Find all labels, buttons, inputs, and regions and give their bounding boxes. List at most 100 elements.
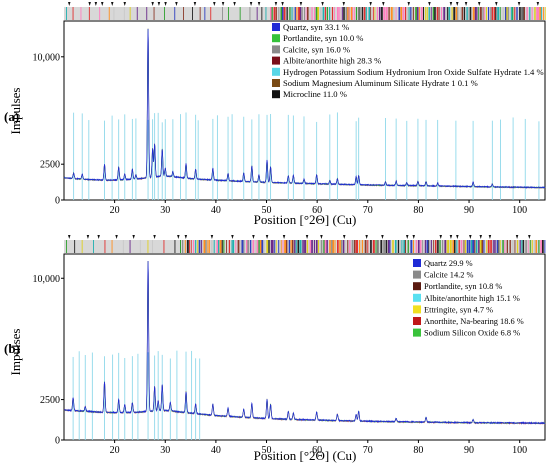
phase-stripe	[376, 7, 379, 20]
phase-stripe	[241, 240, 244, 253]
phase-marker	[412, 235, 415, 239]
phase-stripe	[226, 240, 227, 253]
phase-stripe	[295, 240, 297, 253]
phase-marker	[517, 2, 521, 6]
phase-marker	[101, 2, 104, 6]
legend-label: Quartz 29.9 %	[424, 259, 473, 268]
y-tick-label: 0	[55, 196, 60, 207]
phase-stripe	[388, 7, 390, 20]
phase-stripe	[204, 7, 206, 20]
phase-stripe	[407, 240, 409, 253]
phase-stripe	[478, 240, 480, 253]
x-tick-label: 50	[262, 205, 272, 216]
phase-stripe	[326, 240, 328, 253]
phase-stripe	[455, 7, 458, 20]
phase-stripe	[511, 240, 514, 253]
phase-stripe	[420, 7, 423, 20]
phase-stripe	[487, 240, 490, 253]
x-tick-label: 60	[312, 205, 322, 216]
phase-stripe	[290, 240, 292, 253]
phase-stripe	[294, 240, 296, 253]
phase-marker	[274, 2, 278, 6]
phase-stripe	[490, 240, 492, 253]
phase-stripe	[483, 7, 485, 20]
phase-stripe	[66, 240, 67, 253]
phase-stripe	[442, 240, 444, 253]
phase-stripe	[317, 7, 319, 20]
phase-stripe	[490, 7, 492, 20]
phase-stripe	[268, 240, 270, 253]
phase-stripe	[324, 240, 327, 253]
x-tick-label: 80	[413, 205, 423, 216]
phase-stripe	[192, 7, 193, 20]
phase-marker	[210, 235, 214, 239]
phase-stripe	[136, 7, 138, 20]
phase-stripe	[430, 7, 432, 20]
phase-stripe	[274, 240, 276, 253]
phase-stripe	[341, 7, 343, 20]
legend-label: Ettringite, syn 4.7 %	[424, 305, 493, 314]
panel-a-pattern-lines	[63, 28, 546, 189]
phase-stripe	[522, 240, 525, 253]
phase-stripe	[359, 7, 361, 20]
legend-label: Portlandite, syn 10.8 %	[424, 282, 502, 291]
phase-stripe	[345, 7, 348, 20]
phase-stripe	[507, 7, 509, 20]
phase-marker	[299, 2, 303, 6]
x-tick-label: 90	[464, 205, 474, 216]
phase-marker	[343, 235, 346, 239]
phase-stripe	[270, 240, 273, 253]
phase-marker	[151, 2, 154, 6]
phase-stripe	[466, 7, 468, 20]
legend-swatch	[272, 79, 280, 87]
phase-stripe	[183, 7, 184, 20]
phase-stripe	[395, 240, 397, 253]
phase-stripe	[468, 240, 471, 253]
phase-stripe	[198, 240, 201, 253]
legend-label: Portlandite, syn 10.0 %	[283, 33, 363, 43]
phase-stripe	[240, 240, 243, 253]
phase-stripe	[216, 240, 218, 253]
phase-stripe	[506, 240, 508, 253]
legend-swatch	[413, 270, 421, 279]
phase-stripe	[342, 240, 345, 253]
phase-stripe	[205, 240, 207, 253]
phase-stripe	[544, 7, 546, 20]
phase-stripe	[284, 240, 286, 253]
phase-stripe	[339, 240, 341, 253]
x-tick-label: 80	[413, 445, 423, 456]
phase-stripe	[461, 7, 464, 20]
phase-marker	[428, 2, 431, 6]
phase-marker	[153, 235, 156, 239]
legend-swatch	[272, 34, 280, 43]
phase-stripe	[411, 7, 413, 20]
phase-stripe	[298, 7, 300, 20]
legend-swatch	[272, 56, 280, 65]
phase-stripe	[529, 7, 531, 20]
panel-b-legend: Quartz 29.9 % Calcite 14.2 % Portlandite, …	[413, 259, 524, 338]
phase-stripe	[505, 7, 507, 20]
phase-stripe	[207, 240, 209, 253]
phase-stripe	[372, 240, 375, 253]
phase-stripe	[466, 240, 469, 253]
phase-stripe	[354, 7, 355, 20]
phase-stripe	[352, 7, 354, 20]
phase-stripe	[313, 240, 316, 253]
phase-stripe	[292, 240, 294, 253]
phase-stripe	[350, 7, 353, 20]
phase-stripe	[255, 240, 257, 253]
panel-b-plot-frame	[63, 253, 546, 441]
phase-stripe	[299, 7, 302, 20]
phase-stripe	[232, 240, 235, 253]
phase-stripe	[418, 240, 420, 253]
phase-stripe	[337, 7, 339, 20]
phase-marker	[281, 2, 284, 6]
phase-stripe	[523, 7, 525, 20]
phase-stripe	[326, 7, 328, 20]
phase-stripe	[355, 240, 358, 253]
phase-stripe	[113, 7, 115, 20]
phase-stripe	[80, 7, 82, 20]
phase-stripe	[307, 7, 309, 20]
phase-stripe	[305, 7, 307, 20]
phase-stripe	[511, 7, 513, 20]
